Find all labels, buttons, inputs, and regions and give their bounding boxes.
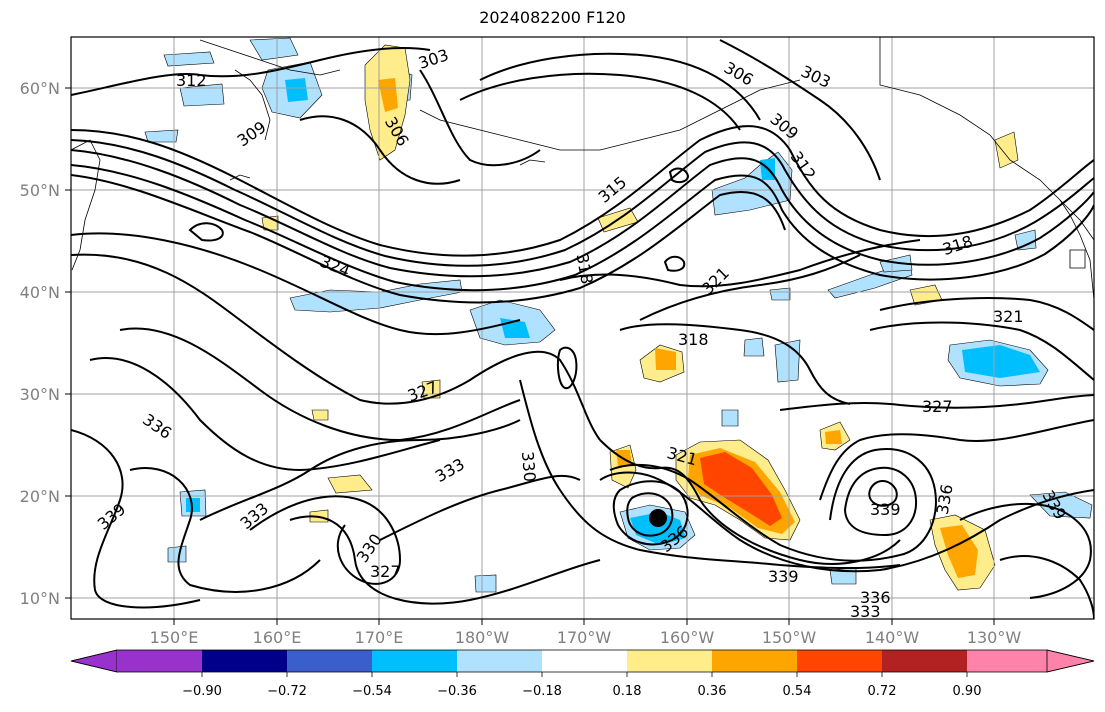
colorbar-segment: [287, 650, 372, 672]
colorbar-segment: [627, 650, 712, 672]
anomaly-patch: [474, 574, 497, 593]
contour-label: 321: [993, 307, 1024, 326]
anomaly-patch: [144, 129, 179, 143]
lat-label: 60°N: [20, 79, 60, 98]
contour-label: 303: [798, 62, 834, 92]
anomaly-patch: [249, 37, 299, 61]
storm-center-marker: [649, 509, 667, 527]
colorbar-segment: [542, 650, 627, 672]
contour-label: 333: [432, 454, 468, 486]
contour-label-layer: 303 312 309 306 306 303 309 312 315 318 …: [94, 45, 1070, 621]
anomaly-patch: [163, 51, 215, 67]
lon-label: 170°E: [355, 628, 404, 647]
contour-label: 327: [922, 397, 953, 416]
anomaly-patch: [1014, 229, 1037, 251]
colorbar-segment: [712, 650, 797, 672]
longitude-labels: 150°E 160°E 170°E 180°W 170°W 160°W 150°…: [150, 628, 1022, 647]
colorbar-tick-label: 0.18: [613, 684, 642, 699]
colorbar-tick-label: 0.72: [868, 684, 897, 699]
anomaly-core: [700, 452, 782, 526]
colorbar-extend-low: [70, 649, 118, 673]
contour-label: 339: [870, 500, 901, 519]
anomaly-patch: [167, 545, 187, 563]
colorbar-segment: [882, 650, 967, 672]
latitude-labels: 60°N 50°N 40°N 30°N 20°N 10°N: [20, 79, 60, 608]
anomaly-patch: [743, 337, 765, 357]
lon-label: 140°W: [865, 628, 920, 647]
lat-label: 10°N: [20, 589, 60, 608]
anomaly-patch: [179, 83, 225, 107]
contour-label: 336: [139, 410, 175, 443]
colorbar-segment: [457, 650, 542, 672]
lon-label: 150°E: [150, 628, 199, 647]
lon-label: 170°W: [557, 628, 612, 647]
colorbar-tick-label: −0.90: [182, 684, 222, 699]
anomaly-core: [825, 430, 842, 444]
anomaly-core: [655, 348, 676, 370]
coastlines: [71, 37, 1094, 301]
colorbar-outline: [70, 649, 1095, 673]
contour-label: 315: [595, 173, 631, 207]
lat-label: 20°N: [20, 487, 60, 506]
colorbar-segment: [202, 650, 287, 672]
anomaly-patch: [327, 474, 373, 494]
contour-label: 330: [518, 451, 540, 483]
anomaly-core: [378, 78, 398, 112]
anomaly-patch: [994, 131, 1019, 169]
map-frame: [70, 36, 1095, 620]
anomaly-patch: [311, 409, 329, 421]
colorbar-segment: [372, 650, 457, 672]
colorbar-segment: [967, 650, 1047, 672]
colorbar-tick-label: −0.54: [352, 684, 392, 699]
contour-lines: [71, 39, 1094, 619]
contour-label: 327: [405, 377, 440, 405]
colorbar-segment: [117, 650, 202, 672]
colorbar-tick-label: −0.36: [437, 684, 477, 699]
contour-label: 309: [234, 117, 270, 150]
map-title: 2024082200 F120: [479, 8, 626, 27]
contour-label: 318: [573, 252, 597, 285]
anomaly-core: [962, 345, 1040, 378]
contour-label: 339: [768, 567, 799, 586]
tick-marks: [65, 87, 995, 625]
contour-label: 330: [353, 530, 386, 566]
colorbar-tick-label: 0.90: [953, 684, 982, 699]
colorbar-tick-label: −0.18: [522, 684, 562, 699]
lon-label: 180°W: [455, 628, 510, 647]
colorbar: −0.90 −0.72 −0.54 −0.36 −0.18 0.18 0.36 …: [70, 649, 1095, 699]
lon-label: 150°W: [762, 628, 817, 647]
contour-label: 321: [698, 263, 733, 298]
lat-label: 40°N: [20, 283, 60, 302]
anomaly-patch: [769, 287, 791, 301]
lon-label: 160°W: [660, 628, 715, 647]
lon-label: 130°W: [967, 628, 1022, 647]
contour-label: 318: [678, 330, 709, 349]
contour-label: 312: [176, 71, 207, 90]
lon-label: 160°E: [253, 628, 302, 647]
contour-label: 327: [370, 562, 401, 581]
colorbar-segment: [797, 650, 882, 672]
lat-label: 30°N: [20, 385, 60, 404]
gridlines: [71, 37, 1094, 619]
contour-label: 306: [721, 58, 757, 90]
colorbar-extend-high: [1046, 649, 1095, 673]
anomaly-core: [285, 78, 308, 102]
contour-label: 309: [766, 109, 802, 143]
colorbar-tick-label: 0.36: [698, 684, 727, 699]
contour-label: 333: [237, 499, 273, 533]
colorbar-tick-label: 0.54: [783, 684, 812, 699]
colorbar-tick-label: −0.72: [267, 684, 307, 699]
contour-label: 339: [94, 499, 130, 533]
anomaly-core: [186, 498, 200, 512]
anomaly-patch: [1029, 491, 1093, 519]
contour-label: 333: [850, 602, 881, 621]
lat-label: 50°N: [20, 181, 60, 200]
anomaly-patch: [721, 409, 739, 427]
contour-label: 336: [933, 483, 957, 516]
contour-label: 336: [860, 588, 891, 607]
